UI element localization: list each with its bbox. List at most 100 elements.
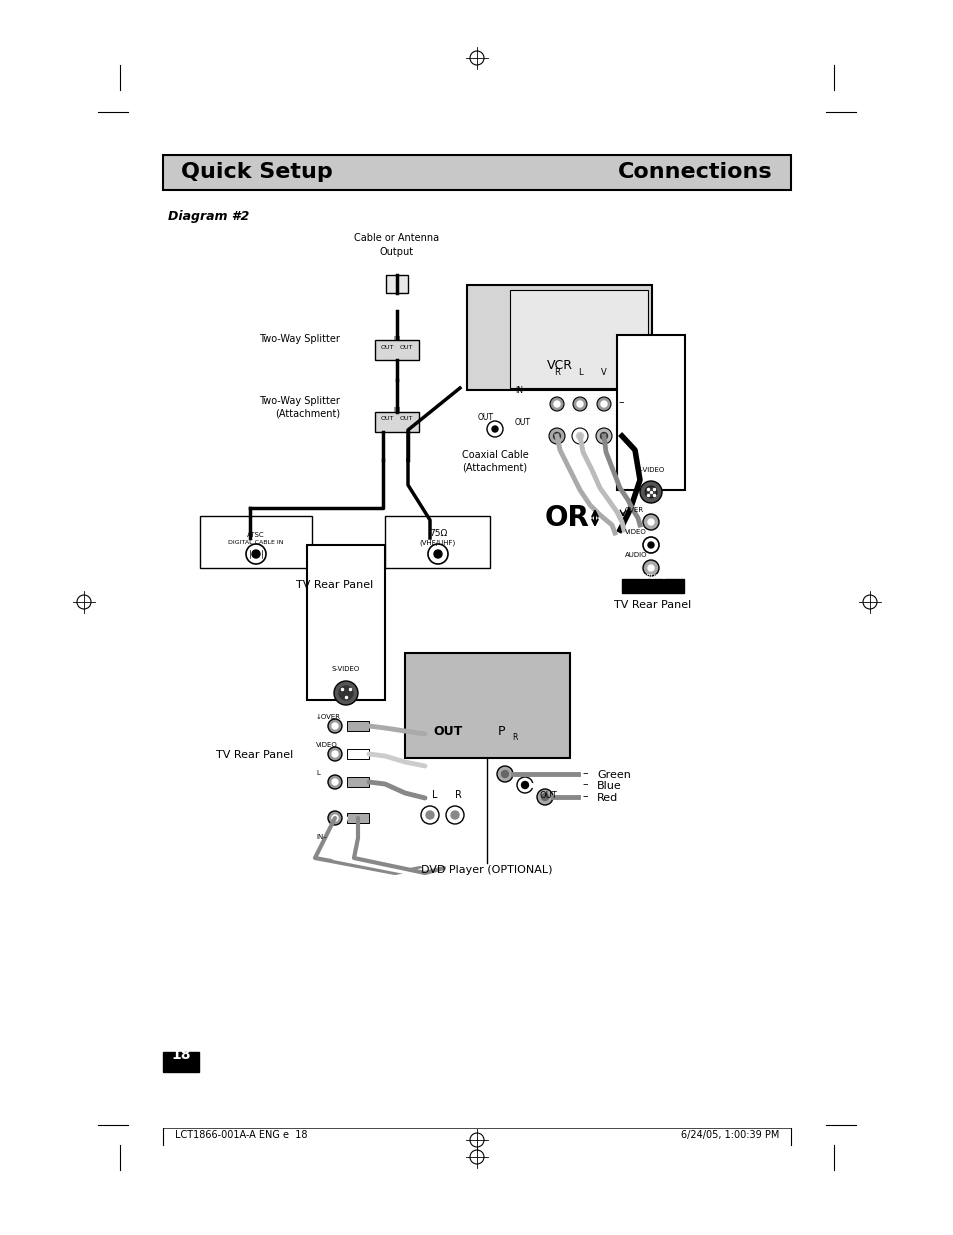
Text: (Attachment): (Attachment) <box>274 409 339 419</box>
Circle shape <box>642 537 659 553</box>
Text: OUT: OUT <box>433 725 462 739</box>
Bar <box>307 545 385 700</box>
Circle shape <box>647 542 654 548</box>
Circle shape <box>537 789 553 805</box>
Bar <box>626 403 644 416</box>
Text: DIGITAL CABLE IN: DIGITAL CABLE IN <box>228 540 283 545</box>
Circle shape <box>577 401 582 408</box>
Circle shape <box>644 487 657 498</box>
Text: –: – <box>618 396 623 408</box>
Bar <box>163 156 790 190</box>
Circle shape <box>639 480 661 503</box>
Text: R: R <box>554 368 559 377</box>
Text: 18: 18 <box>172 1049 191 1062</box>
Text: TV Rear Panel: TV Rear Panel <box>216 750 294 760</box>
Text: (VHF/UHF): (VHF/UHF) <box>419 540 456 546</box>
Circle shape <box>554 401 559 408</box>
Text: OUT: OUT <box>380 345 394 350</box>
Circle shape <box>332 815 337 821</box>
Circle shape <box>328 776 341 789</box>
Bar <box>163 1052 199 1072</box>
Text: AUDIO: AUDIO <box>624 552 647 558</box>
Text: L: L <box>432 790 437 800</box>
Text: OUT: OUT <box>477 412 494 422</box>
Text: –: – <box>581 779 587 789</box>
Circle shape <box>334 680 357 705</box>
Text: OUT: OUT <box>399 416 413 421</box>
Bar <box>386 275 408 293</box>
Text: V: V <box>600 368 606 377</box>
Bar <box>347 748 369 760</box>
Circle shape <box>486 421 502 437</box>
Text: ATSC: ATSC <box>247 532 265 538</box>
Text: (Attachment): (Attachment) <box>462 462 527 472</box>
Text: S-VIDEO: S-VIDEO <box>637 467 664 473</box>
Circle shape <box>328 811 341 825</box>
Text: Diagram #2: Diagram #2 <box>168 210 249 224</box>
Circle shape <box>521 782 528 788</box>
Text: 6/24/05, 1:00:39 PM: 6/24/05, 1:00:39 PM <box>679 1130 779 1140</box>
Text: Green: Green <box>597 769 630 781</box>
Circle shape <box>597 396 610 411</box>
Text: Cable or Antenna: Cable or Antenna <box>355 233 439 243</box>
Circle shape <box>647 519 654 525</box>
Text: OUT: OUT <box>515 417 531 427</box>
Circle shape <box>517 777 533 793</box>
Text: Two-Way Splitter: Two-Way Splitter <box>259 333 339 345</box>
Bar <box>347 813 369 823</box>
Bar <box>467 285 651 390</box>
Text: VIDEO: VIDEO <box>315 742 337 748</box>
Text: ↓OVER: ↓OVER <box>315 714 340 720</box>
Text: OR: OR <box>544 504 589 532</box>
Circle shape <box>434 550 441 558</box>
Bar <box>510 290 647 388</box>
Text: L: L <box>578 368 581 377</box>
Text: TV Rear Panel: TV Rear Panel <box>296 580 374 590</box>
Text: –: – <box>581 790 587 802</box>
Text: VIDEO: VIDEO <box>624 529 646 535</box>
Text: DVD Player (OPTIONAL): DVD Player (OPTIONAL) <box>421 864 552 876</box>
Circle shape <box>332 751 337 757</box>
Circle shape <box>332 779 337 785</box>
Bar <box>405 653 569 758</box>
Circle shape <box>647 564 654 571</box>
Circle shape <box>548 429 564 445</box>
Bar <box>347 721 369 731</box>
Text: R: R <box>512 734 517 742</box>
Circle shape <box>600 401 606 408</box>
Text: OUT: OUT <box>538 790 557 800</box>
Text: Quick Setup: Quick Setup <box>181 163 333 183</box>
Circle shape <box>451 811 458 819</box>
Bar <box>347 777 369 787</box>
Text: LCT1866-001A-A ENG e  18: LCT1866-001A-A ENG e 18 <box>174 1130 307 1140</box>
Bar <box>200 516 312 568</box>
Text: IN: IN <box>393 336 400 342</box>
Text: Connections: Connections <box>618 163 772 183</box>
Text: Output: Output <box>379 247 414 257</box>
Circle shape <box>252 550 260 558</box>
Circle shape <box>497 766 513 782</box>
Text: IN: IN <box>393 408 400 412</box>
Circle shape <box>338 685 353 700</box>
Circle shape <box>446 806 463 824</box>
Text: L: L <box>315 769 319 776</box>
Circle shape <box>576 432 583 440</box>
Circle shape <box>501 771 508 778</box>
Text: Two-Way Splitter: Two-Way Splitter <box>259 396 339 406</box>
Text: 75Ω: 75Ω <box>429 529 447 538</box>
Circle shape <box>332 722 337 729</box>
Text: OUT: OUT <box>380 416 394 421</box>
Circle shape <box>642 514 659 530</box>
Bar <box>375 412 418 432</box>
Circle shape <box>492 426 497 432</box>
Circle shape <box>550 396 563 411</box>
Bar <box>617 335 684 490</box>
Circle shape <box>246 543 266 564</box>
Circle shape <box>642 559 659 576</box>
Circle shape <box>328 719 341 734</box>
Circle shape <box>328 747 341 761</box>
Text: VCR: VCR <box>546 359 573 372</box>
Text: OUT: OUT <box>399 345 413 350</box>
Circle shape <box>426 811 434 819</box>
Text: S-VIDEO: S-VIDEO <box>332 666 359 672</box>
